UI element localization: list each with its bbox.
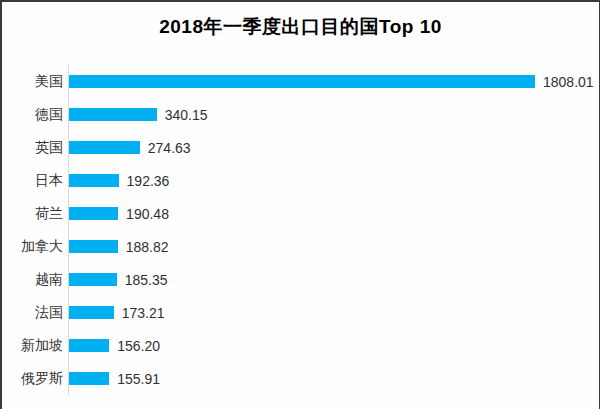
plot-area: 1808.01	[68, 65, 599, 98]
category-label: 荷兰	[2, 205, 68, 223]
bar-chart: 美国 1808.01 德国 340.15 英国 274.63 日本	[2, 65, 599, 395]
value-label: 192.36	[127, 173, 170, 189]
category-label: 越南	[2, 271, 68, 289]
bar-row: 美国 1808.01	[2, 65, 599, 98]
bar	[69, 372, 109, 385]
value-label: 155.91	[117, 371, 160, 387]
plot-area: 188.82	[68, 230, 599, 263]
plot-area: 155.91	[68, 362, 599, 395]
plot-area: 173.21	[68, 296, 599, 329]
plot-area: 185.35	[68, 263, 599, 296]
bar-row: 加拿大 188.82	[2, 230, 599, 263]
bar	[69, 75, 535, 88]
category-label: 俄罗斯	[2, 370, 68, 388]
bar-row: 荷兰 190.48	[2, 197, 599, 230]
bar	[69, 207, 118, 220]
bar	[69, 273, 117, 286]
bar-row: 俄罗斯 155.91	[2, 362, 599, 395]
value-label: 1808.01	[543, 74, 594, 90]
plot-area: 340.15	[68, 98, 599, 131]
bar	[69, 108, 157, 121]
bar-row: 日本 192.36	[2, 164, 599, 197]
plot-area: 192.36	[68, 164, 599, 197]
category-label: 加拿大	[2, 238, 68, 256]
value-label: 340.15	[165, 107, 208, 123]
bar	[69, 306, 114, 319]
value-label: 173.21	[122, 305, 165, 321]
bar	[69, 240, 118, 253]
bar-row: 法国 173.21	[2, 296, 599, 329]
plot-area: 190.48	[68, 197, 599, 230]
value-label: 190.48	[126, 206, 169, 222]
chart-frame: 2018年一季度出口目的国Top 10 美国 1808.01 德国 340.15…	[0, 0, 600, 409]
category-label: 美国	[2, 73, 68, 91]
chart-title: 2018年一季度出口目的国Top 10	[2, 14, 599, 40]
bar	[69, 339, 109, 352]
value-label: 185.35	[125, 272, 168, 288]
category-label: 德国	[2, 106, 68, 124]
bar-row: 德国 340.15	[2, 98, 599, 131]
value-label: 274.63	[148, 140, 191, 156]
plot-area: 274.63	[68, 131, 599, 164]
bar-row: 英国 274.63	[2, 131, 599, 164]
bar	[69, 141, 140, 154]
category-label: 英国	[2, 139, 68, 157]
category-label: 新加坡	[2, 337, 68, 355]
bar-row: 新加坡 156.20	[2, 329, 599, 362]
plot-area: 156.20	[68, 329, 599, 362]
bar-row: 越南 185.35	[2, 263, 599, 296]
value-label: 188.82	[126, 239, 169, 255]
category-label: 法国	[2, 304, 68, 322]
category-label: 日本	[2, 172, 68, 190]
value-label: 156.20	[117, 338, 160, 354]
bar	[69, 174, 119, 187]
